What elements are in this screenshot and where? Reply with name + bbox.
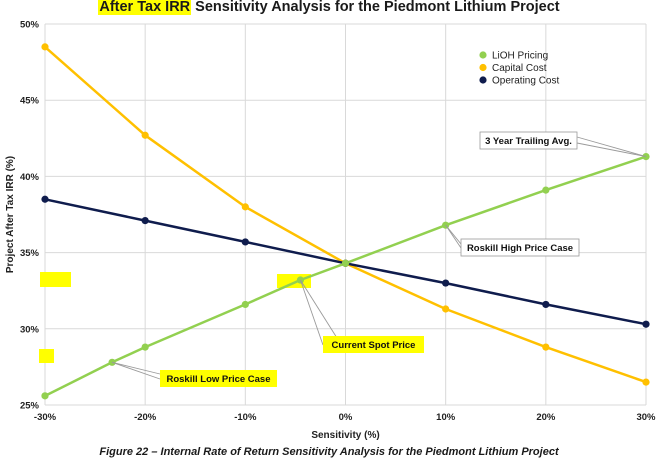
data-point-operating-cost bbox=[542, 300, 550, 309]
y-tick-label: 45% bbox=[20, 96, 40, 107]
legend-label: Capital Cost bbox=[492, 63, 547, 74]
data-point-operating-cost bbox=[642, 320, 650, 328]
x-tick-label: 30% bbox=[636, 412, 656, 423]
x-tick-label: 0% bbox=[339, 412, 353, 423]
y-axis-label: Project After Tax IRR (%) bbox=[5, 156, 16, 273]
callout-label: Roskill Low Price Case bbox=[166, 374, 270, 385]
data-point-operating-cost bbox=[141, 216, 149, 225]
data-point-operating-cost bbox=[442, 279, 450, 287]
highlight-mark bbox=[39, 349, 54, 363]
data-point-capital-cost bbox=[542, 343, 550, 351]
callout-leader bbox=[300, 279, 338, 339]
callout-label: 3 Year Trailing Avg. bbox=[485, 136, 572, 147]
title-highlight: After Tax IRR bbox=[98, 0, 192, 15]
legend-marker bbox=[479, 51, 487, 59]
legend-marker bbox=[479, 76, 487, 84]
x-tick-label: -30% bbox=[34, 412, 57, 423]
callout-leader bbox=[299, 279, 324, 346]
chart-title: After Tax IRR Sensitivity Analysis for t… bbox=[0, 0, 658, 18]
y-tick-label: 50% bbox=[20, 20, 40, 31]
callout-leader bbox=[111, 361, 161, 380]
x-tick-label: 10% bbox=[436, 412, 456, 423]
data-point-lioh-pricing bbox=[141, 343, 149, 351]
callout-box bbox=[323, 336, 424, 353]
highlight-mark bbox=[277, 274, 311, 288]
callout-box bbox=[460, 238, 580, 257]
data-point-capital-cost bbox=[41, 43, 49, 51]
callout-box bbox=[160, 370, 277, 387]
x-axis-label: Sensitivity (%) bbox=[311, 430, 379, 441]
legend-label: Operating Cost bbox=[492, 76, 559, 87]
y-tick-label: 35% bbox=[20, 248, 40, 259]
callout-label: Current Spot Price bbox=[332, 340, 416, 351]
callout-label: Roskill High Price Case bbox=[467, 243, 573, 254]
callout-leader bbox=[576, 136, 647, 158]
data-point-lioh-pricing bbox=[542, 186, 550, 194]
data-point-lioh-pricing bbox=[241, 300, 249, 309]
x-tick-label: -10% bbox=[234, 412, 257, 423]
data-point-lioh-pricing bbox=[41, 392, 49, 400]
data-point-capital-cost bbox=[642, 378, 650, 386]
callout-leader bbox=[445, 224, 462, 245]
legend-label: LiOH Pricing bbox=[492, 51, 548, 62]
data-point-operating-cost bbox=[241, 238, 249, 246]
data-point-lioh-pricing bbox=[341, 259, 350, 267]
chart: 25% 30% 35% 40% 45% 50% -30% -20% -10% 0% 10% 20% 30… bbox=[5, 20, 656, 442]
legend-marker bbox=[479, 63, 487, 72]
data-point-capital-cost bbox=[241, 203, 249, 211]
highlight-mark bbox=[40, 272, 71, 287]
x-tick-label: -20% bbox=[134, 412, 157, 423]
callout-leader bbox=[112, 361, 161, 375]
data-point-operating-cost bbox=[41, 195, 49, 203]
x-tick-label: 20% bbox=[536, 412, 556, 423]
data-point-capital-cost bbox=[141, 131, 149, 139]
figure-caption: Figure 22 – Internal Rate of Return Sens… bbox=[99, 446, 559, 458]
y-tick-label: 30% bbox=[20, 324, 40, 335]
callout-leader bbox=[576, 142, 647, 158]
y-tick-label: 25% bbox=[20, 401, 40, 412]
title-rest: Sensitivity Analysis for the Piedmont Li… bbox=[191, 0, 560, 15]
callout-box bbox=[479, 131, 578, 150]
data-point-capital-cost bbox=[442, 305, 450, 313]
y-tick-label: 40% bbox=[20, 172, 40, 183]
